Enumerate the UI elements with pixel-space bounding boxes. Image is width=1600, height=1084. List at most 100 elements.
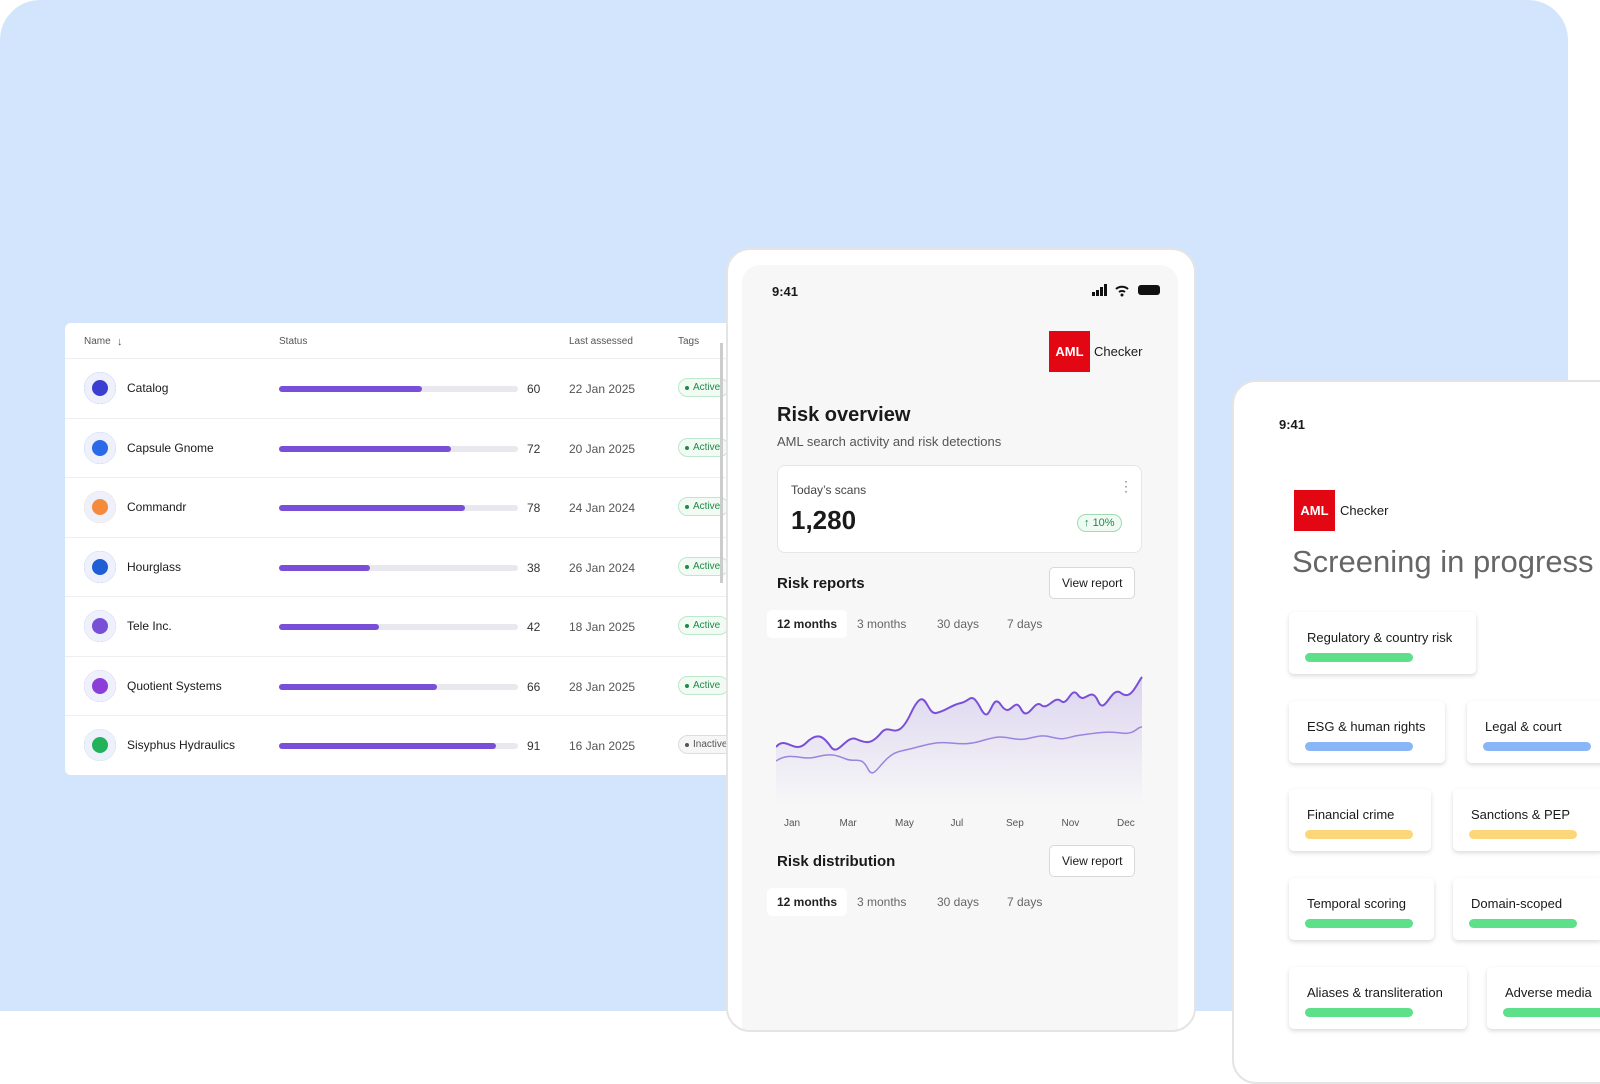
company-name: Sisyphus Hydraulics bbox=[127, 738, 236, 752]
screening-card: Financial crime bbox=[1289, 789, 1431, 851]
status-tag: Active bbox=[678, 616, 730, 635]
company-icon bbox=[84, 550, 116, 583]
score-track bbox=[279, 564, 518, 571]
table-row: Quotient Systems 66 28 Jan 2025 Active bbox=[65, 655, 765, 716]
company-name: Tele Inc. bbox=[127, 619, 172, 633]
screening-card: Aliases & transliteration bbox=[1289, 967, 1467, 1029]
company-icon bbox=[84, 729, 116, 761]
score-value: 78 bbox=[527, 501, 541, 515]
table-row: Hourglass 38 26 Jan 2024 Active bbox=[65, 536, 765, 597]
card-label: ESG & human rights bbox=[1307, 719, 1426, 734]
score-bar bbox=[279, 624, 380, 630]
period-tab[interactable]: 7 days bbox=[1007, 617, 1043, 631]
card-label: Domain-scoped bbox=[1471, 896, 1563, 911]
reports-title: Risk reports bbox=[777, 575, 865, 592]
assessed-date: 28 Jan 2025 bbox=[569, 679, 636, 694]
period-tab[interactable]: 3 months bbox=[857, 617, 907, 631]
column-header: Tags bbox=[678, 336, 700, 347]
company-name: Quotient Systems bbox=[127, 678, 222, 693]
company-name: Catalog bbox=[127, 381, 169, 395]
distribution-title: Risk distribution bbox=[777, 853, 896, 870]
assessed-date: 26 Jan 2024 bbox=[569, 560, 636, 575]
scans-change: ↑ 10% bbox=[1077, 514, 1122, 532]
month-axis: Jan Mar May Jul Sep Nov Dec bbox=[777, 818, 1147, 832]
status-time: 9:41 bbox=[772, 284, 799, 299]
card-label: Sanctions & PEP bbox=[1471, 807, 1570, 822]
status-icons bbox=[1092, 284, 1160, 297]
tag-dot bbox=[685, 505, 689, 509]
period-tab[interactable]: 12 months bbox=[767, 610, 848, 638]
period-tab[interactable]: 30 days bbox=[937, 895, 980, 909]
brand-name: Checker bbox=[1340, 503, 1389, 518]
score-track bbox=[279, 743, 518, 749]
period-tab[interactable]: 30 days bbox=[937, 617, 980, 631]
tag-dot bbox=[685, 683, 689, 688]
tag-dot bbox=[685, 743, 689, 747]
menu-icon[interactable]: ⋮ bbox=[1119, 478, 1133, 494]
card-label: Temporal scoring bbox=[1307, 896, 1406, 911]
period-tab[interactable]: 3 months bbox=[857, 895, 907, 909]
score-track bbox=[279, 386, 518, 392]
company-icon bbox=[84, 610, 116, 642]
view-report-button[interactable]: View report bbox=[1049, 845, 1136, 877]
score-value: 38 bbox=[527, 560, 541, 575]
score-value: 42 bbox=[527, 620, 541, 634]
card-progress bbox=[1305, 1008, 1413, 1017]
month-label: Jul bbox=[950, 818, 964, 829]
status-tag: Active bbox=[678, 675, 730, 695]
status-tag: Active bbox=[678, 437, 730, 457]
month-label: Mar bbox=[839, 818, 857, 829]
screening-card: Adverse media bbox=[1487, 967, 1600, 1029]
card-progress bbox=[1469, 830, 1577, 839]
card-progress bbox=[1305, 919, 1413, 928]
score-value: 72 bbox=[527, 441, 541, 456]
tag-dot bbox=[685, 445, 689, 450]
month-label: Dec bbox=[1117, 818, 1135, 829]
period-tab[interactable]: 12 months bbox=[767, 888, 848, 916]
reports-chart bbox=[776, 676, 1143, 805]
screening-screen: 9:41 AML Checker Screening in progress R… bbox=[1234, 382, 1600, 1082]
screening-card: Regulatory & country risk bbox=[1289, 612, 1476, 674]
assessed-date: 24 Jan 2024 bbox=[569, 501, 636, 515]
brand-name: Checker bbox=[1094, 344, 1143, 359]
company-icon bbox=[84, 372, 116, 404]
score-track bbox=[279, 624, 518, 630]
card-label: Aliases & transliteration bbox=[1307, 985, 1443, 1000]
table-row: Catalog 60 22 Jan 2025 Active bbox=[65, 358, 765, 418]
status-time: 9:41 bbox=[1279, 417, 1306, 432]
table-row: Capsule Gnome 72 20 Jan 2025 Active bbox=[65, 417, 765, 478]
scrollbar bbox=[720, 343, 723, 583]
company-table: Name Status Last assessed Tags ↓ Catalog 60 22 … bbox=[65, 323, 765, 775]
tag-dot bbox=[685, 624, 689, 628]
card-label: Adverse media bbox=[1505, 985, 1592, 1000]
card-progress bbox=[1305, 830, 1413, 839]
month-label: Sep bbox=[1006, 818, 1024, 829]
screening-card: Temporal scoring bbox=[1289, 878, 1434, 940]
overview-device: 9:41 AML Checker Risk overview AML searc… bbox=[726, 248, 1196, 1032]
company-icon bbox=[84, 431, 116, 464]
assessed-date: 18 Jan 2025 bbox=[569, 620, 636, 634]
title: Risk overview bbox=[777, 404, 911, 426]
screening-card: ESG & human rights bbox=[1289, 701, 1445, 763]
column-header: Name bbox=[84, 336, 111, 347]
card-label: Legal & court bbox=[1485, 719, 1562, 734]
subtitle: AML search activity and risk detections bbox=[777, 434, 1002, 449]
table-row: Tele Inc. 42 18 Jan 2025 Active bbox=[65, 596, 765, 656]
assessed-date: 16 Jan 2025 bbox=[569, 739, 636, 753]
scans-card: Today’s scans 1,280 ⋮ ↑ 10% bbox=[777, 465, 1142, 553]
score-bar bbox=[279, 445, 452, 452]
scans-value: 1,280 bbox=[791, 505, 857, 535]
screening-device: 9:41 AML Checker Screening in progress R… bbox=[1232, 380, 1600, 1084]
card-label: Regulatory & country risk bbox=[1307, 630, 1453, 645]
view-report-button[interactable]: View report bbox=[1049, 567, 1136, 599]
score-value: 60 bbox=[527, 382, 541, 396]
tag-dot bbox=[685, 564, 689, 569]
card-progress bbox=[1305, 742, 1413, 751]
score-track bbox=[279, 445, 518, 452]
company-name: Capsule Gnome bbox=[127, 440, 214, 455]
card-label: Financial crime bbox=[1307, 807, 1395, 822]
score-value: 66 bbox=[527, 679, 541, 694]
period-tab[interactable]: 7 days bbox=[1007, 895, 1043, 909]
company-icon bbox=[84, 669, 116, 702]
brand-logo: AML bbox=[1049, 331, 1090, 372]
